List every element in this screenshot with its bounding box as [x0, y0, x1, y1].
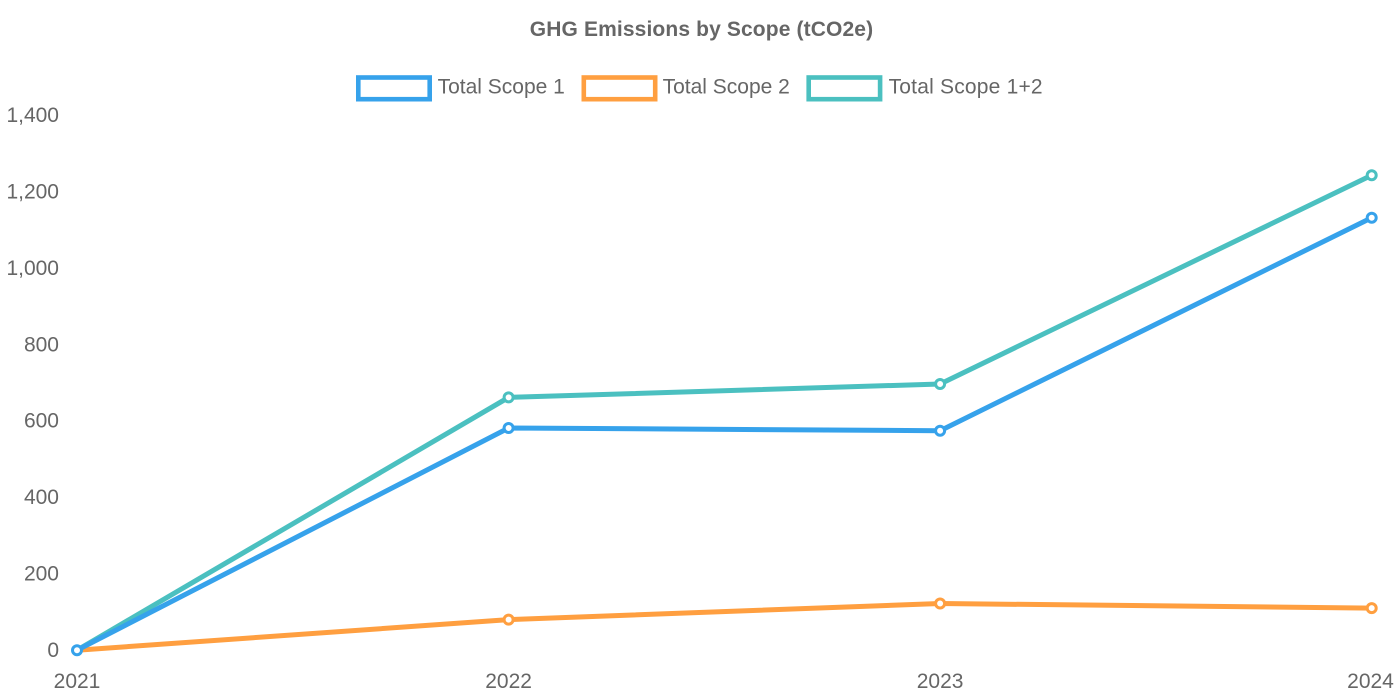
svg-text:Total Scope 1+2: Total Scope 1+2: [889, 76, 1043, 99]
svg-text:800: 800: [24, 333, 59, 356]
svg-text:2021: 2021: [54, 670, 101, 693]
svg-text:Total Scope 1: Total Scope 1: [438, 76, 565, 99]
svg-text:200: 200: [24, 563, 59, 586]
svg-text:2024: 2024: [1347, 670, 1394, 693]
svg-text:600: 600: [24, 410, 59, 433]
svg-text:1,000: 1,000: [6, 257, 59, 280]
svg-text:GHG Emissions by Scope (tCO2e): GHG Emissions by Scope (tCO2e): [530, 18, 873, 41]
svg-text:0: 0: [47, 639, 59, 662]
svg-text:Total Scope 2: Total Scope 2: [663, 76, 790, 99]
svg-text:1,200: 1,200: [6, 181, 59, 204]
svg-text:1,400: 1,400: [6, 104, 59, 127]
svg-text:2022: 2022: [485, 670, 532, 693]
svg-text:400: 400: [24, 486, 59, 509]
svg-text:2023: 2023: [917, 670, 964, 693]
